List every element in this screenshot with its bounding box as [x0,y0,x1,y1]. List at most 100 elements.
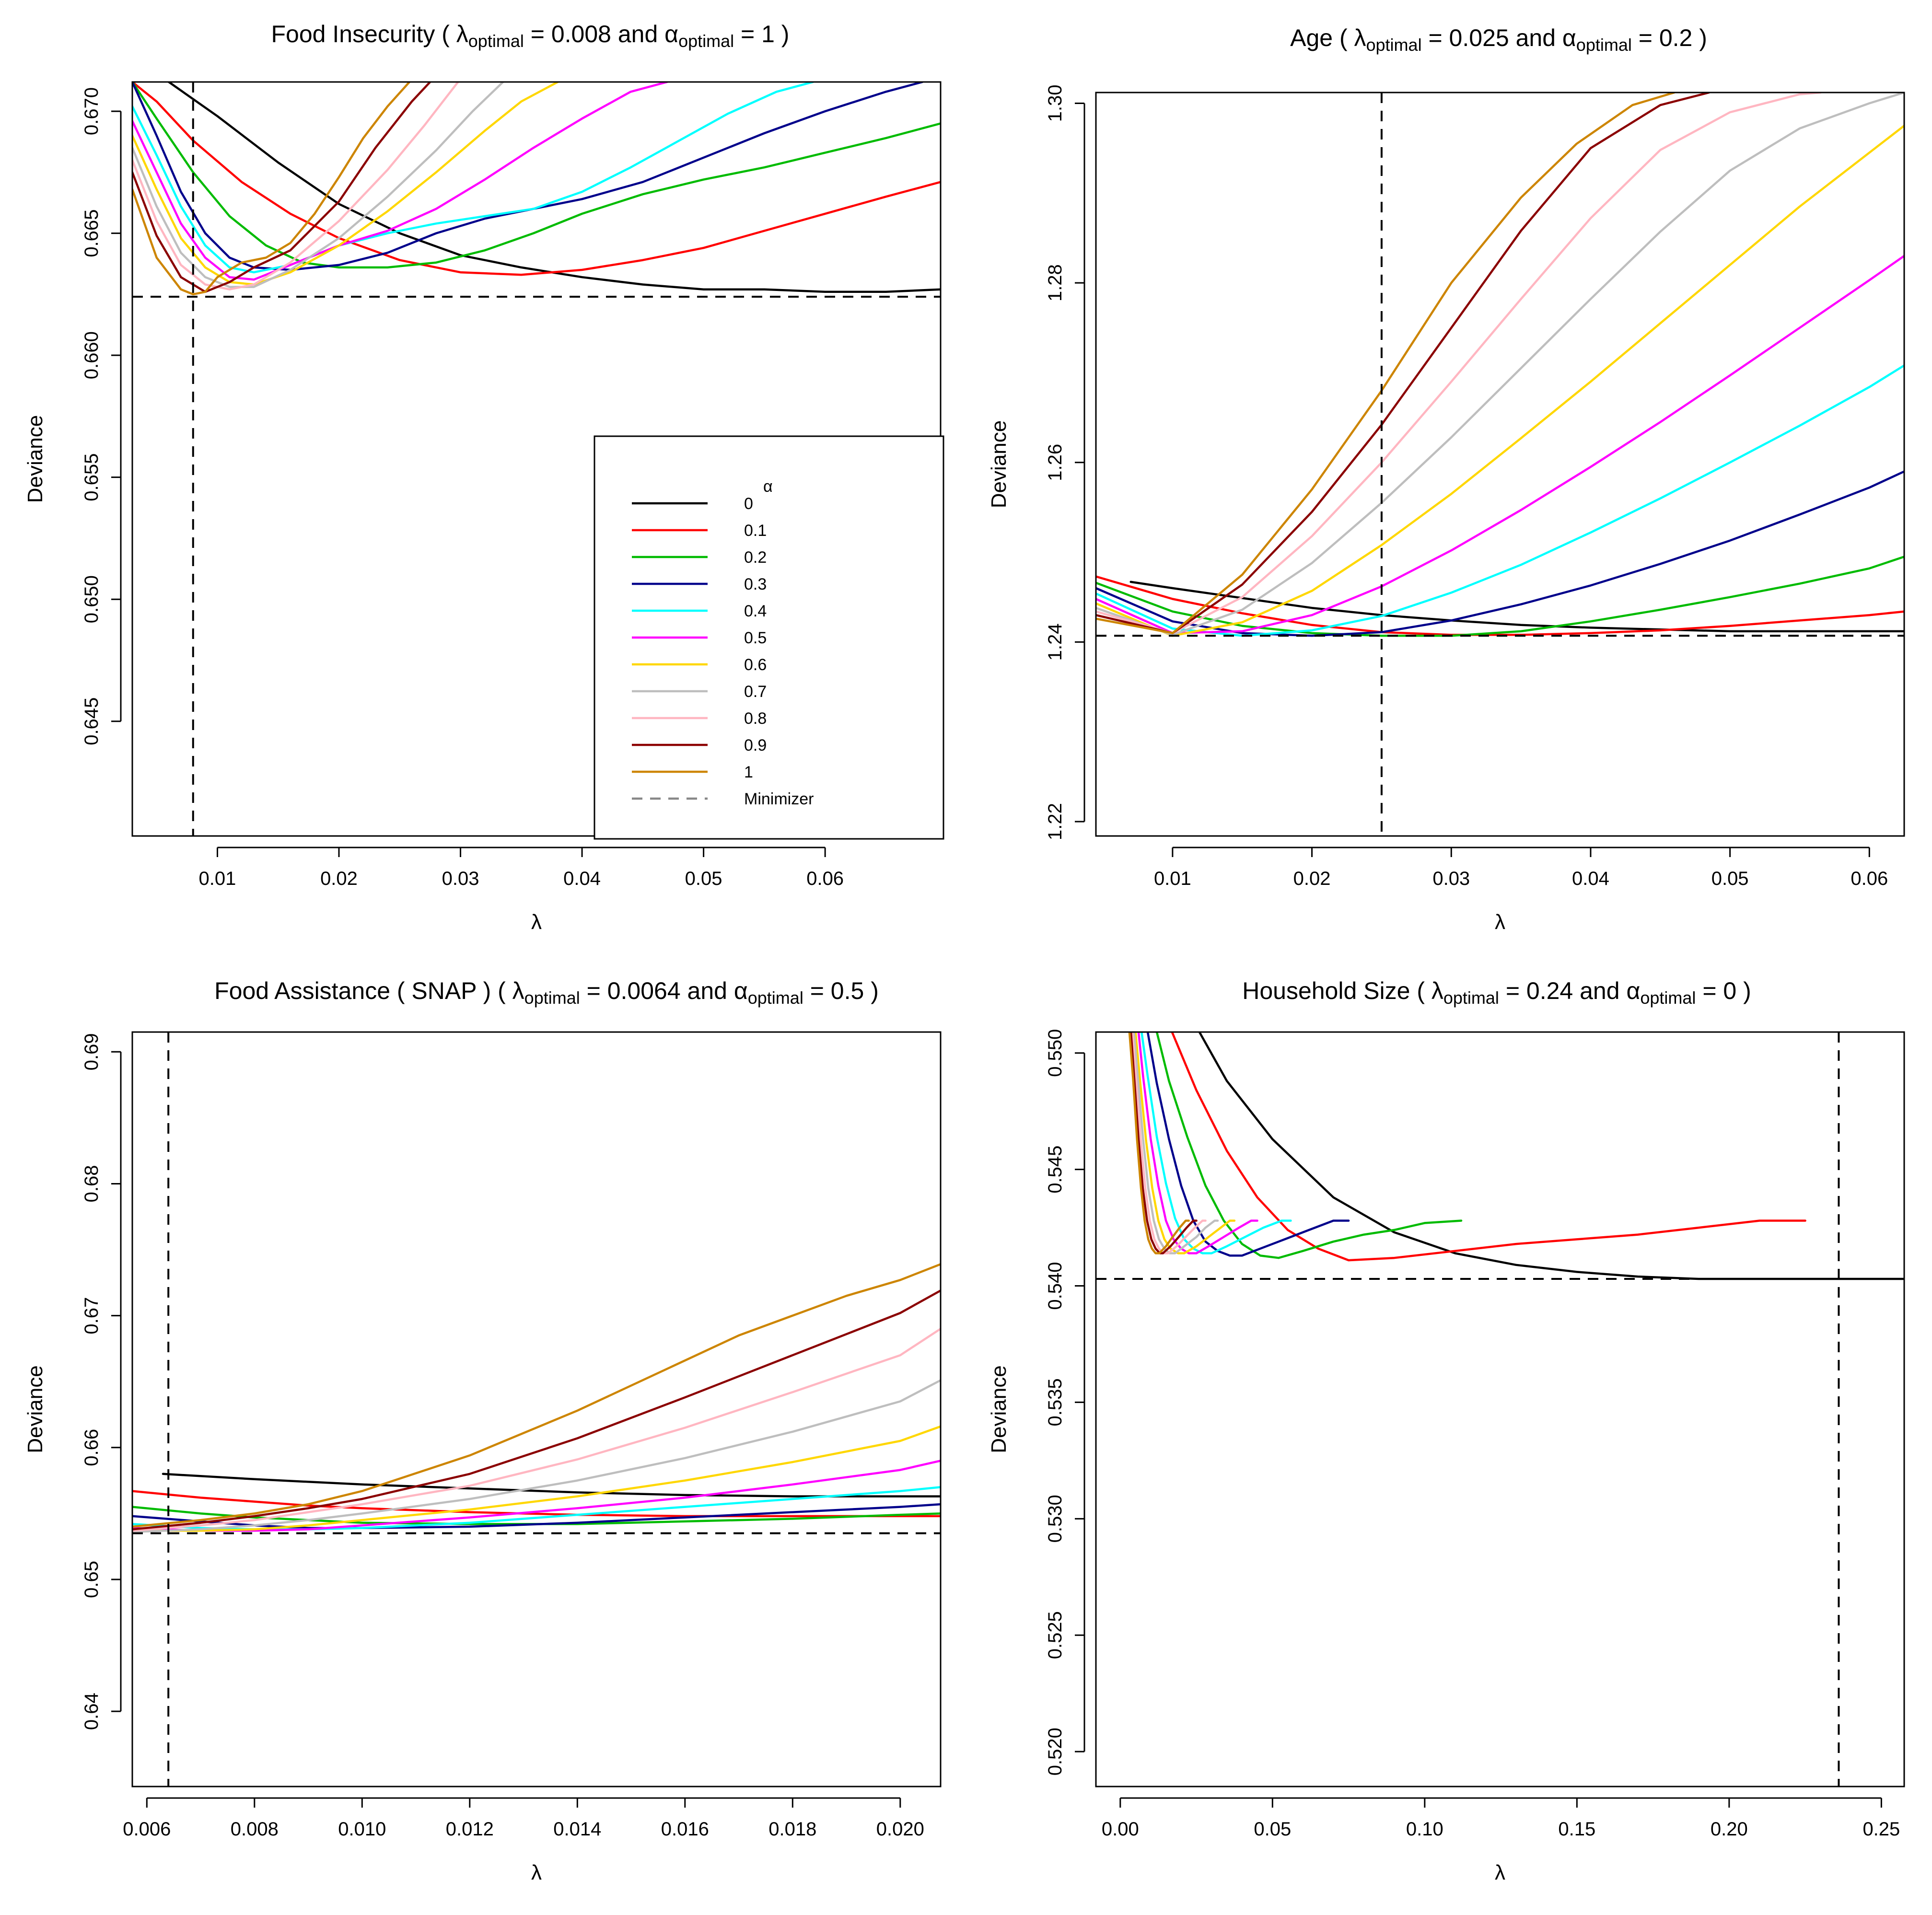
legend-label-alpha-0.8: 0.8 [744,709,767,728]
x-axis: 0.00 0.05 0.10 0.15 0.20 0.25 [1102,1797,1900,1840]
legend-label-alpha-0.7: 0.7 [744,683,767,701]
x-tick-label: 0.01 [199,868,236,889]
x-axis: 0.01 0.02 0.03 0.04 0.05 0.06 [1154,847,1888,889]
x-tick-label: 0.10 [1406,1819,1443,1840]
y-tick-label: 0.535 [1045,1378,1066,1426]
y-tick-label: 0.665 [81,209,102,257]
y-tick-label: 0.69 [81,1033,102,1070]
plot-frame [1095,1031,1905,1787]
series-line-alpha-0.2 [1155,1032,1463,1259]
x-tick-label: 0.04 [563,868,601,889]
series-line-alpha-0.7 [132,82,504,288]
legend-label-alpha-1: 1 [744,763,753,781]
legend-label-alpha-0.4: 0.4 [744,602,767,620]
legend-label-alpha-0.9: 0.9 [744,736,767,754]
y-tick-label: 0.66 [81,1429,102,1466]
reference-lines [132,82,941,836]
series-line-alpha-0 [167,82,941,293]
x-tick-label: 0.25 [1862,1819,1900,1840]
series-line-alpha-0.3 [1096,470,1904,637]
legend-minimizer-label: Minimizer [744,790,814,808]
plot-frame [131,1031,942,1787]
x-tick-label: 0.03 [442,868,479,889]
x-tick-label: 0.15 [1558,1819,1595,1840]
panel-food-assistance: Food Assistance ( SNAP ) ( λoptimal = 0.… [23,977,942,1884]
series-line-alpha-0 [162,1473,941,1497]
x-tick-label: 0.008 [231,1819,279,1840]
series-line-alpha-1 [132,82,411,296]
y-tick-label: 0.650 [81,575,102,623]
x-tick-label: 0.02 [320,868,358,889]
x-tick-label: 0.018 [768,1819,816,1840]
x-axis-label: λ [1495,910,1505,934]
x-tick-label: 0.03 [1432,868,1470,889]
y-tick-label: 0.530 [1045,1495,1066,1543]
series-group [1096,93,1904,637]
legend-label-alpha-0.3: 0.3 [744,575,767,593]
x-tick-label: 0.20 [1711,1819,1748,1840]
y-tick-label: 0.655 [81,453,102,501]
x-axis: 0.006 0.008 0.010 0.012 0.014 0.016 0.018 0.020 [123,1797,924,1840]
series-line-alpha-0.6 [1134,1032,1236,1254]
series-line-alpha-0.7 [132,1379,941,1533]
x-tick-label: 0.016 [661,1819,709,1840]
series-line-alpha-1 [1128,1032,1190,1254]
y-axis: 0.520 0.525 0.530 0.535 0.540 0.545 0.550 [1045,1029,1085,1776]
legend-label-alpha-0: 0 [744,495,753,513]
series-line-alpha-0.8 [132,82,459,290]
y-tick-label: 0.670 [81,87,102,135]
y-tick-label: 1.22 [1045,803,1066,840]
y-tick-label: 0.64 [81,1693,102,1730]
x-tick-label: 0.012 [446,1819,494,1840]
y-tick-label: 0.540 [1045,1262,1066,1310]
series-line-alpha-0.1 [132,82,941,276]
chart-title: Age ( λoptimal = 0.025 and αoptimal = 0.… [1290,24,1707,55]
series-line-alpha-0.8 [1096,93,1822,634]
y-tick-label: 0.68 [81,1165,102,1203]
y-tick-label: 0.67 [81,1297,102,1335]
series-line-alpha-0.3 [1146,1032,1350,1257]
y-tick-label: 0.545 [1045,1146,1066,1194]
y-axis-label: Deviance [23,415,47,503]
series-line-alpha-0.8 [132,1327,941,1532]
series-line-alpha-0.2 [1096,556,1904,637]
series-line-alpha-0.6 [132,82,559,286]
reference-lines [1096,1032,1904,1787]
x-tick-label: 0.02 [1293,868,1331,889]
series-line-alpha-0.5 [1137,1032,1258,1254]
series-line-alpha-0.6 [1096,125,1904,637]
y-axis-label: Deviance [987,420,1011,508]
chart-title: Food Insecurity ( λoptimal = 0.008 and α… [271,21,790,51]
series-group [132,82,941,296]
y-axis-label: Deviance [987,1365,1011,1453]
series-line-alpha-0.1 [1171,1032,1806,1262]
legend-label-alpha-0.1: 0.1 [744,522,767,540]
x-tick-label: 0.010 [338,1819,386,1840]
series-line-alpha-0.9 [132,82,431,293]
legend-label-alpha-0.5: 0.5 [744,629,767,647]
reference-lines [132,1032,941,1787]
y-axis-label: Deviance [23,1365,47,1453]
series-line-alpha-0.9 [132,1289,941,1531]
series-line-alpha-0.1 [132,1490,941,1518]
y-tick-label: 1.24 [1045,623,1066,661]
y-tick-label: 1.28 [1045,264,1066,302]
legend-label-alpha-0.2: 0.2 [744,548,767,567]
x-tick-label: 0.06 [806,868,844,889]
panel-age: Age ( λoptimal = 0.025 and αoptimal = 0.… [987,24,1905,934]
x-tick-label: 0.04 [1572,868,1609,889]
series-line-alpha-1 [1096,93,1676,634]
panel-food-insecurity: Food Insecurity ( λoptimal = 0.008 and α… [23,21,944,934]
y-tick-label: 0.645 [81,697,102,745]
series-line-alpha-0.4 [132,82,815,274]
x-tick-label: 0.05 [1711,868,1749,889]
panel-household-size: Household Size ( λoptimal = 0.24 and αop… [987,977,1905,1884]
y-tick-label: 0.525 [1045,1611,1066,1659]
y-tick-label: 0.520 [1045,1728,1066,1776]
legend: α 0 0.1 0.2 0.3 0.4 0.5 0.6 0.7 0.8 0.9 1 Minimizer [594,435,944,840]
y-tick-label: 1.26 [1045,444,1066,481]
series-line-alpha-0.5 [1096,255,1904,634]
reference-lines [1096,93,1904,836]
series-line-alpha-0.3 [132,82,924,271]
